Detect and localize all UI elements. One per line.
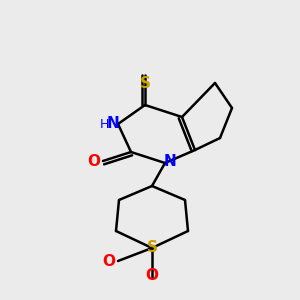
Text: O: O <box>146 268 158 283</box>
Text: S: S <box>146 241 158 256</box>
Text: S: S <box>140 76 151 92</box>
Text: O: O <box>103 254 116 268</box>
Text: O: O <box>88 154 100 169</box>
Text: N: N <box>164 154 176 169</box>
Text: H: H <box>99 118 109 130</box>
Text: N: N <box>106 116 119 131</box>
